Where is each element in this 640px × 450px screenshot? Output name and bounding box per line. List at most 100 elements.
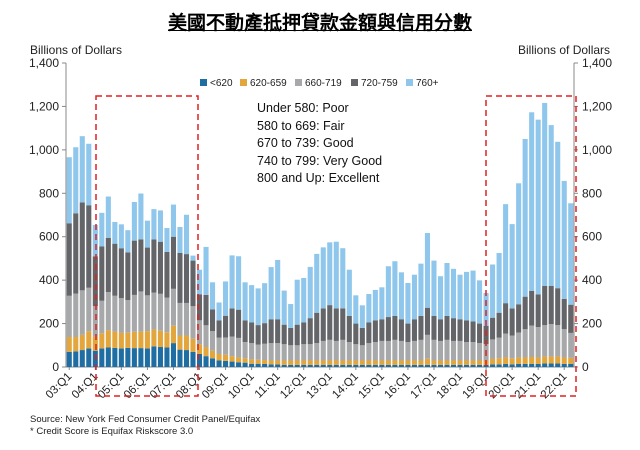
bar-segment-4 — [535, 119, 541, 295]
bar-segment-1 — [359, 360, 365, 365]
bar-segment-2 — [151, 292, 157, 330]
bar-segment-1 — [437, 360, 444, 365]
bar-segment-4 — [144, 220, 150, 248]
bar-segment-3 — [144, 247, 150, 296]
left-axis-label: Billions of Dollars — [30, 43, 123, 57]
bar-segment-0 — [249, 363, 255, 367]
bar-segment-3 — [268, 319, 274, 344]
bar-segment-2 — [249, 343, 255, 360]
x-tick-label: 16:Q1 — [382, 371, 413, 402]
bar-segment-0 — [392, 364, 398, 367]
bar-segment-4 — [281, 290, 287, 325]
bar-segment-1 — [392, 360, 398, 365]
bar-segment-4 — [196, 269, 203, 295]
bar-segment-4 — [112, 221, 118, 244]
credit-score-annotation: Under 580: Poor 580 to 669: Fair 670 to … — [257, 100, 382, 188]
bar-segment-3 — [366, 322, 372, 344]
bar-segment-1 — [464, 360, 470, 365]
bar-segment-0 — [73, 351, 79, 367]
bar-segment-4 — [262, 283, 268, 324]
legend-swatch-2 — [295, 79, 302, 86]
y-tick-label-right: 1,400 — [582, 56, 612, 70]
bar-segment-2 — [275, 343, 281, 361]
bar-segment-3 — [190, 260, 196, 307]
bar-segment-4 — [223, 281, 229, 316]
highlight-box-2020-2022 — [485, 95, 577, 397]
x-tick-label: 09:Q1 — [200, 371, 231, 402]
bar-segment-3 — [288, 327, 294, 346]
bar-segment-0 — [490, 364, 496, 367]
bar-segment-4 — [301, 277, 307, 323]
bar-segment-2 — [86, 287, 92, 332]
bar-segment-0 — [236, 362, 242, 367]
bar-segment-4 — [490, 264, 496, 318]
bar-segment-3 — [294, 324, 300, 346]
bar-segment-1 — [450, 360, 457, 365]
bar-segment-0 — [457, 364, 463, 367]
bar-segment-1 — [470, 360, 476, 365]
bar-segment-3 — [79, 202, 85, 291]
bar-segment-2 — [301, 344, 307, 361]
bar-segment-4 — [216, 302, 222, 321]
bar-segment-0 — [522, 363, 528, 367]
bar-segment-4 — [522, 139, 528, 297]
bar-segment-2 — [236, 337, 242, 358]
bar-segment-3 — [301, 322, 307, 345]
bar-segment-4 — [105, 196, 111, 238]
bar-segment-4 — [118, 224, 124, 249]
bar-segment-1 — [112, 331, 118, 348]
bar-segment-3 — [314, 312, 320, 344]
bar-segment-2 — [542, 325, 548, 357]
bar-segment-0 — [418, 364, 424, 367]
bar-segment-1 — [229, 356, 235, 362]
bar-segment-3 — [183, 254, 190, 303]
bar-segment-2 — [294, 345, 300, 361]
annotation-line: 800 and Up: Excellent — [257, 171, 380, 185]
bar-segment-0 — [183, 350, 190, 367]
bar-segment-4 — [470, 270, 476, 322]
bar-segment-3 — [73, 213, 79, 294]
bar-segment-2 — [229, 336, 235, 357]
bar-segment-3 — [392, 315, 398, 340]
bar-segment-2 — [359, 345, 365, 361]
bar-segment-4 — [275, 259, 281, 320]
bar-segment-4 — [464, 271, 470, 321]
bar-segment-1 — [405, 360, 411, 365]
bar-segment-0 — [385, 364, 391, 367]
annotation-line: 670 to 739: Good — [257, 136, 354, 150]
bar-segment-2 — [268, 343, 274, 361]
bar-segment-1 — [411, 360, 417, 365]
bar-segment-2 — [340, 339, 346, 361]
bar-segment-2 — [118, 298, 124, 333]
x-tick-label: 18:Q1 — [435, 371, 466, 402]
bar-segment-0 — [125, 347, 131, 367]
bar-segment-4 — [392, 261, 398, 316]
bar-segment-3 — [496, 312, 502, 338]
legend-label: 720-759 — [361, 78, 398, 89]
bar-segment-2 — [405, 342, 411, 361]
bar-segment-1 — [522, 357, 528, 364]
bar-segment-3 — [450, 318, 457, 341]
bar-segment-0 — [496, 364, 502, 367]
bar-segment-4 — [483, 292, 489, 326]
bar-segment-1 — [333, 360, 339, 365]
bar-segment-3 — [118, 248, 124, 299]
bar-segment-4 — [210, 282, 216, 310]
bar-segment-4 — [229, 255, 235, 309]
bar-segment-0 — [340, 364, 346, 367]
bar-segment-1 — [340, 360, 346, 365]
bar-segment-3 — [125, 252, 131, 301]
bar-segment-2 — [99, 300, 105, 334]
bar-segment-4 — [561, 180, 567, 299]
bar-segment-2 — [320, 340, 326, 361]
bar-segment-4 — [151, 209, 157, 240]
bar-segment-1 — [503, 357, 509, 364]
bar-segment-0 — [398, 364, 404, 367]
bar-segment-3 — [170, 236, 176, 289]
bar-segment-3 — [138, 239, 144, 292]
bar-segment-3 — [157, 241, 163, 294]
bar-segment-3 — [216, 320, 222, 338]
bar-segment-1 — [125, 332, 131, 348]
bar-segment-4 — [385, 266, 391, 318]
bar-segment-3 — [503, 303, 509, 334]
